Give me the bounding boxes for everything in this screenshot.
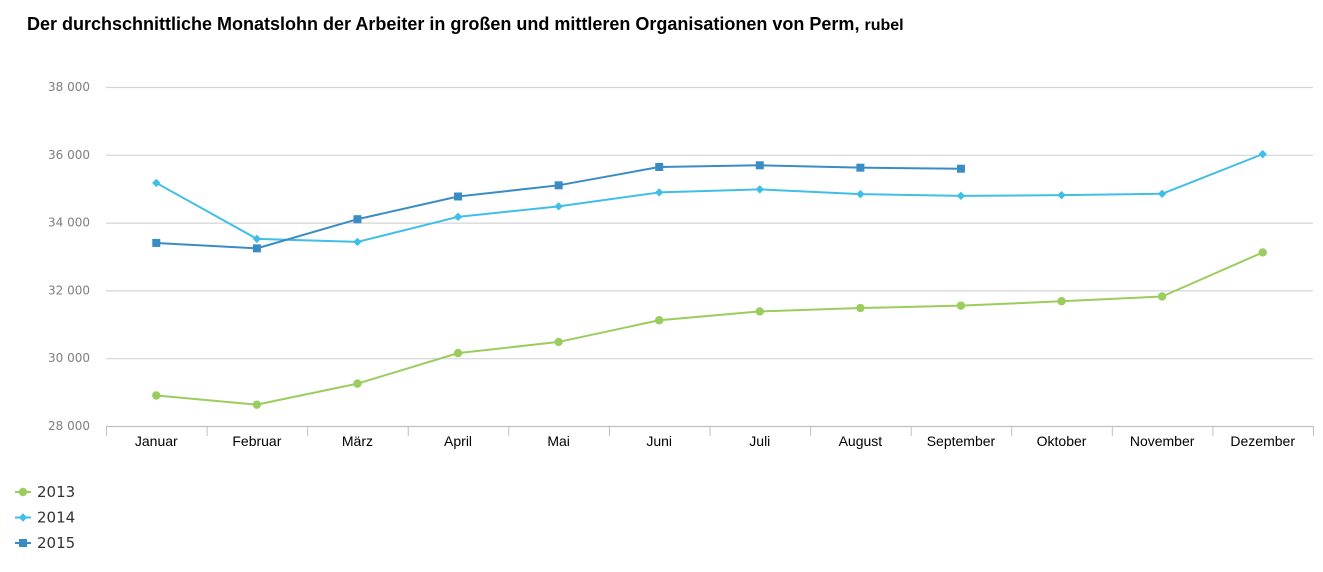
data-point xyxy=(252,244,261,253)
x-axis: Januar Februar März April Mai Juni Juli August S… xyxy=(106,426,1314,449)
y-axis: 28 000 30 000 32 000 34 000 36 000 38 000 xyxy=(48,80,90,433)
legend-item-2013[interactable]: 2013 xyxy=(15,483,75,501)
unit-label: rubel xyxy=(864,17,904,34)
series-lines xyxy=(155,153,1264,406)
data-point xyxy=(453,348,463,358)
data-point xyxy=(353,215,362,224)
legend-label: 2014 xyxy=(37,509,75,527)
series-line-2013 xyxy=(156,251,1264,406)
series-line-2014 xyxy=(155,153,1264,243)
y-tick-label: 28 000 xyxy=(48,419,90,433)
data-point xyxy=(252,400,262,409)
data-point xyxy=(252,234,262,244)
x-tick-label: Dezember xyxy=(1230,433,1295,449)
data-point xyxy=(454,192,463,201)
chart-title: Der durchschnittliche Monatslohn der Arb… xyxy=(27,14,904,34)
data-point xyxy=(655,188,664,197)
x-tick-label: Januar xyxy=(135,433,178,449)
data-point xyxy=(152,391,161,400)
y-tick-label: 38 000 xyxy=(48,80,90,94)
y-tick-label: 30 000 xyxy=(48,351,90,365)
grid-lines xyxy=(106,86,1313,428)
x-tick-label: August xyxy=(839,433,883,449)
data-point xyxy=(18,487,28,497)
x-tick-label: April xyxy=(444,433,472,449)
series-markers xyxy=(152,149,1267,409)
data-point xyxy=(453,212,463,222)
legend-label: 2013 xyxy=(37,483,75,501)
data-point xyxy=(655,163,664,172)
data-point xyxy=(554,202,563,211)
data-point xyxy=(152,238,161,247)
y-tick-label: 34 000 xyxy=(48,216,90,230)
x-tick-label: Mai xyxy=(547,433,570,449)
data-point xyxy=(1157,189,1167,198)
data-point xyxy=(1258,248,1267,257)
data-point xyxy=(956,191,966,201)
data-point xyxy=(856,189,865,199)
legend: 2013 2014 2015 xyxy=(15,483,75,552)
x-tick-label: Oktober xyxy=(1037,433,1087,449)
data-point xyxy=(956,164,965,173)
data-point xyxy=(1057,190,1066,200)
data-point xyxy=(1057,297,1066,306)
y-tick-label: 32 000 xyxy=(48,283,90,297)
data-point xyxy=(1258,149,1267,159)
data-point xyxy=(655,316,664,325)
x-tick-label: November xyxy=(1130,433,1195,449)
data-point xyxy=(554,337,563,347)
data-point xyxy=(856,303,865,313)
data-point xyxy=(353,379,362,388)
legend-item-2014[interactable]: 2014 xyxy=(15,509,75,527)
data-point xyxy=(554,181,563,190)
x-tick-label: Februar xyxy=(232,433,281,449)
x-tick-label: Juni xyxy=(646,433,672,449)
legend-item-2015[interactable]: 2015 xyxy=(15,534,75,552)
data-point xyxy=(1157,292,1167,301)
data-point xyxy=(152,178,161,188)
x-tick-label: März xyxy=(342,433,373,449)
data-point xyxy=(755,307,764,316)
data-point xyxy=(956,301,966,310)
x-tick-label: Juli xyxy=(749,433,770,449)
y-tick-label: 36 000 xyxy=(48,148,90,162)
data-point xyxy=(19,539,27,547)
data-point xyxy=(353,237,362,247)
legend-label: 2015 xyxy=(37,534,75,552)
data-point xyxy=(755,161,764,170)
data-point xyxy=(856,163,865,172)
x-tick-label: September xyxy=(927,433,996,449)
data-point xyxy=(18,513,28,522)
data-point xyxy=(755,185,764,194)
